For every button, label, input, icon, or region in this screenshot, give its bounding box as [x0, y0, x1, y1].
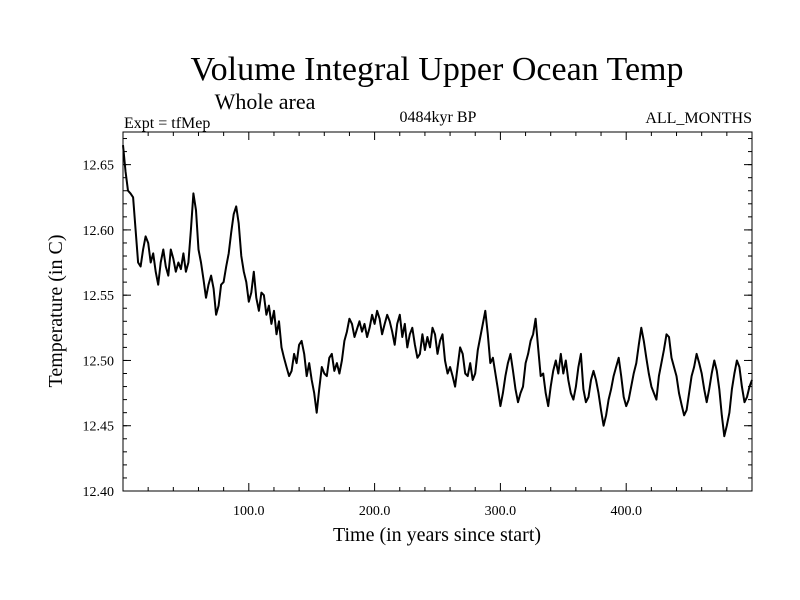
chart-subtitle: Whole area — [215, 89, 316, 114]
x-tick-label: 300.0 — [485, 504, 517, 519]
y-tick-label: 12.40 — [83, 485, 115, 500]
plot-frame — [122, 131, 753, 492]
y-axis-label: Temperature (in C) — [45, 235, 67, 388]
x-tick-label: 400.0 — [610, 504, 642, 519]
experiment-label: Expt = tfMep — [124, 115, 210, 132]
x-tick-label: 100.0 — [233, 504, 265, 519]
tick-layer: 12.40 12.45 12.50 12.55 12.60 12.65 100.0 200.0… — [83, 132, 752, 519]
series-layer — [122, 145, 753, 438]
y-tick-label: 12.45 — [83, 420, 115, 435]
season-label: ALL_MONTHS — [645, 110, 752, 127]
y-tick-label: 12.65 — [83, 159, 115, 174]
series-line-1 — [122, 145, 753, 438]
x-tick-label: 200.0 — [359, 504, 391, 519]
chart-title: Volume Integral Upper Ocean Temp — [191, 51, 684, 88]
x-axis-label: Time (in years since start) — [333, 524, 541, 546]
y-tick-label: 12.60 — [83, 224, 115, 239]
period-label: 0484kyr BP — [400, 109, 477, 126]
y-tick-label: 12.50 — [83, 354, 115, 369]
y-tick-label: 12.55 — [83, 289, 115, 304]
